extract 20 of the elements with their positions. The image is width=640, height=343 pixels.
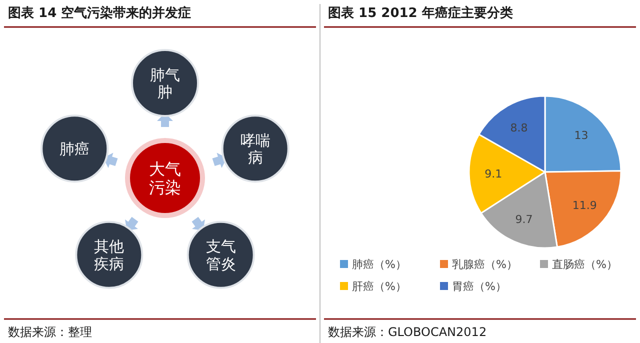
data-label: 13 [574, 129, 588, 142]
category-label: 哮喘病 [240, 131, 270, 167]
category-label: 大气污染 [149, 160, 181, 197]
source-note: 数据来源：整理 [8, 325, 92, 339]
category-label: 支气管炎 [206, 238, 236, 273]
source-note: 数据来源：GLOBOCAN2012 [328, 325, 487, 339]
category-label: 肺癌 [60, 140, 90, 158]
category-label: 肺气肿 [150, 66, 180, 102]
text: 图表 14 空气污染带来的并发症 [8, 5, 192, 21]
data-label: 8.8 [510, 121, 528, 134]
legend-label: 胃癌（%） [452, 280, 506, 293]
legend-label: 肝癌（%） [352, 280, 406, 293]
category-label: 其他疾病 [94, 238, 124, 273]
chart-title: 图表 15 2012 年癌症主要分类 [328, 5, 513, 21]
data-label: 9.7 [515, 213, 533, 226]
data-label: 11.9 [572, 199, 597, 212]
legend-label: 直肠癌（%） [552, 258, 618, 271]
legend-label: 乳腺癌（%） [452, 258, 518, 271]
legend-label: 肺癌（%） [352, 258, 406, 271]
data-label: 9.1 [484, 167, 502, 180]
